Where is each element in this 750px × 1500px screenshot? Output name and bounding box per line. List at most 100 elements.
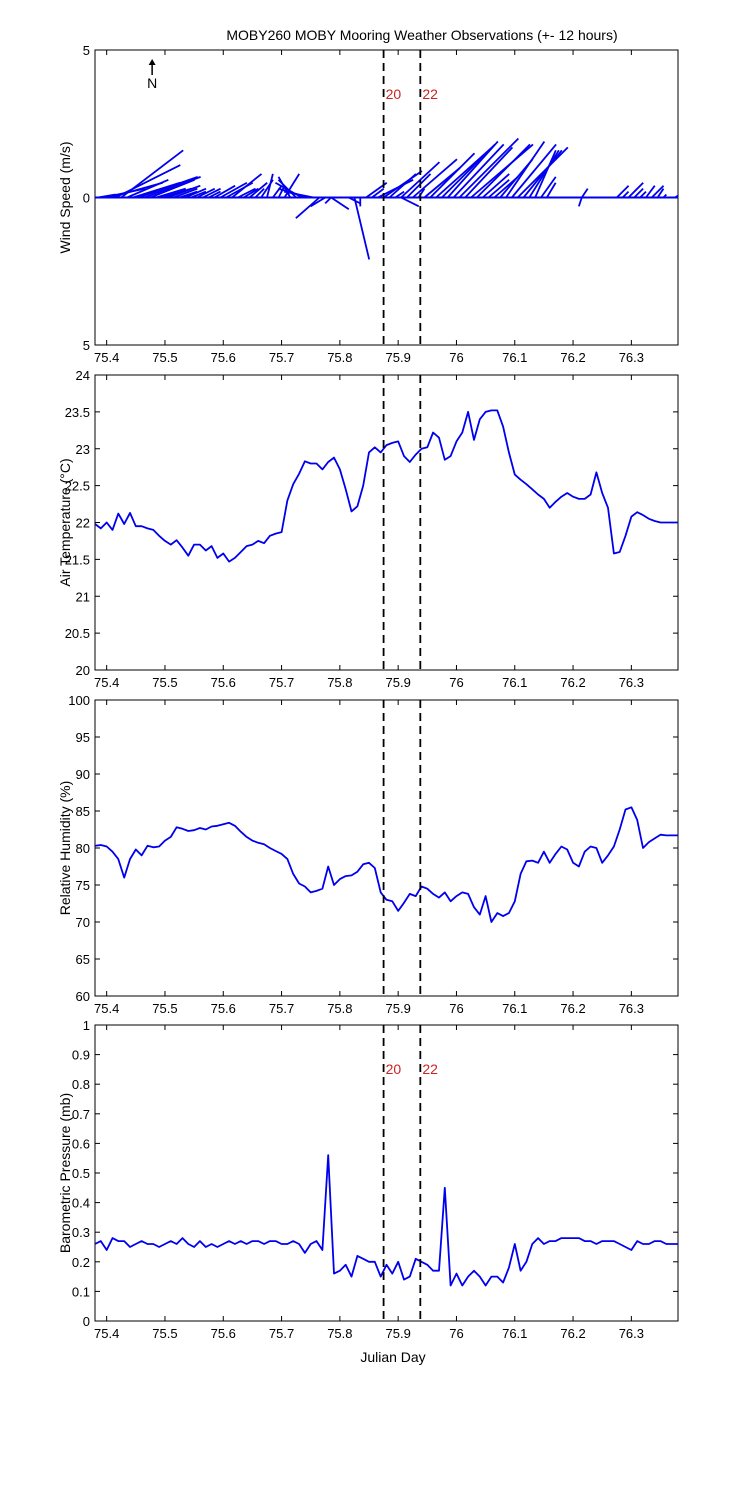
wind-vector <box>208 190 221 199</box>
wind-vector <box>120 149 184 199</box>
north-label: N <box>147 75 157 91</box>
x-tick-label: 75.8 <box>327 675 352 690</box>
wind-vector <box>540 176 557 199</box>
wind-vector <box>578 197 583 207</box>
wind-vector <box>185 187 207 199</box>
wind-vector <box>470 143 534 199</box>
y-tick-label: 0 <box>83 191 90 206</box>
wind-vector <box>546 182 557 198</box>
wind-vector <box>150 178 195 199</box>
y-tick-label: 0.2 <box>72 1255 90 1270</box>
plot-area <box>95 137 678 260</box>
x-tick-label: 75.7 <box>269 350 294 365</box>
y-tick-label: 90 <box>76 767 90 782</box>
plot-area <box>95 1154 678 1287</box>
wind-vector <box>283 190 314 199</box>
wind-vector <box>330 196 350 211</box>
wind-vector <box>656 188 665 198</box>
time-marker-label: 22 <box>422 86 438 102</box>
y-tick-label: 21.5 <box>65 552 90 567</box>
y-tick-label: 23.5 <box>65 405 90 420</box>
y-axis-label: Wind Speed (m/s) <box>57 141 73 253</box>
series-line-rel-humidity <box>95 806 678 923</box>
x-tick-label: 75.9 <box>386 675 411 690</box>
y-tick-label: 80 <box>76 841 90 856</box>
x-tick-label: 75.4 <box>94 1001 119 1016</box>
y-tick-label: 0.3 <box>72 1225 90 1240</box>
wind-vector <box>371 187 385 199</box>
wind-vector <box>429 152 476 199</box>
series-line-air-temp <box>95 409 678 563</box>
wind-vector <box>254 188 265 199</box>
wind-vector <box>645 185 656 199</box>
wind-vector <box>173 187 198 199</box>
wind-vector <box>476 143 531 199</box>
wind-vector <box>219 181 248 199</box>
y-tick-label: 60 <box>76 989 90 1004</box>
wind-vector <box>406 173 432 199</box>
wind-vector <box>447 140 499 199</box>
wind-vector <box>248 182 268 199</box>
wind-vector <box>266 173 274 198</box>
wind-vector <box>138 176 199 199</box>
y-tick-label: 20 <box>76 663 90 678</box>
y-tick-label: 0.8 <box>72 1077 90 1092</box>
y-tick-label: 65 <box>76 952 90 967</box>
x-tick-label: 75.7 <box>269 675 294 690</box>
x-tick-label: 76.1 <box>502 1001 527 1016</box>
x-tick-label: 76 <box>449 1326 463 1341</box>
wind-vector <box>616 185 630 199</box>
y-tick-label: 0.4 <box>72 1196 90 1211</box>
x-tick-label: 75.4 <box>94 350 119 365</box>
wind-vector <box>482 173 510 199</box>
panel-wind: 75.4 75.5 75.6 75.7 75.8 75.9 76 76.1 76.2 76.3 5 0… <box>57 43 679 365</box>
x-tick-label: 75.6 <box>211 1326 236 1341</box>
y-axis-label: Relative Humidity (%) <box>57 781 73 916</box>
wind-vector <box>505 140 546 199</box>
wind-vector <box>155 187 186 199</box>
wind-vector <box>651 185 665 199</box>
y-tick-label: 23 <box>76 442 90 457</box>
wind-vector <box>196 187 216 199</box>
y-tick-label: 0.5 <box>72 1166 90 1181</box>
y-axis-label: Air Temperature (°C) <box>57 458 73 586</box>
panel-baro-pressure: 75.4 75.5 75.6 75.7 75.8 75.9 76 76.1 76.2 76.3 0 0… <box>57 1018 679 1341</box>
wind-vector <box>394 190 405 199</box>
wind-vector <box>353 197 371 260</box>
y-tick-label: 0.6 <box>72 1136 90 1151</box>
x-tick-label: 76.2 <box>560 1326 585 1341</box>
axes-box <box>94 699 679 997</box>
wind-vector <box>310 196 326 208</box>
axes-box <box>94 374 679 671</box>
x-tick-label: 75.6 <box>211 350 236 365</box>
y-tick-label: 95 <box>76 730 90 745</box>
x-axis-label: Julian Day <box>360 1349 425 1365</box>
wind-vector <box>522 149 563 199</box>
x-tick-label: 76 <box>449 350 463 365</box>
north-arrow-icon <box>148 59 156 65</box>
wind-vector <box>400 196 420 208</box>
time-marker-label: 20 <box>386 86 402 102</box>
y-tick-label: 22 <box>76 516 90 531</box>
x-tick-label: 75.7 <box>269 1001 294 1016</box>
plot-area <box>95 409 678 563</box>
wind-vector <box>167 184 201 199</box>
y-tick-label: 5 <box>83 43 90 58</box>
wind-vector <box>487 179 510 199</box>
panel-air-temp: 75.4 75.5 75.6 75.7 75.8 75.9 76 76.1 76.2 76.3 20… <box>57 368 679 690</box>
wind-vector <box>324 196 332 205</box>
wind-vector <box>581 188 589 198</box>
wind-vector <box>295 196 321 219</box>
x-tick-label: 75.6 <box>211 675 236 690</box>
wind-vector <box>621 190 630 199</box>
x-tick-label: 75.7 <box>269 1326 294 1341</box>
wind-vector <box>214 184 236 199</box>
x-tick-label: 75.5 <box>152 1326 177 1341</box>
wind-vector <box>179 190 198 199</box>
x-tick-label: 75.8 <box>327 1326 352 1341</box>
y-tick-label: 85 <box>76 804 90 819</box>
wind-vector <box>231 173 263 199</box>
wind-vector <box>115 164 181 199</box>
x-tick-label: 76.2 <box>560 1001 585 1016</box>
